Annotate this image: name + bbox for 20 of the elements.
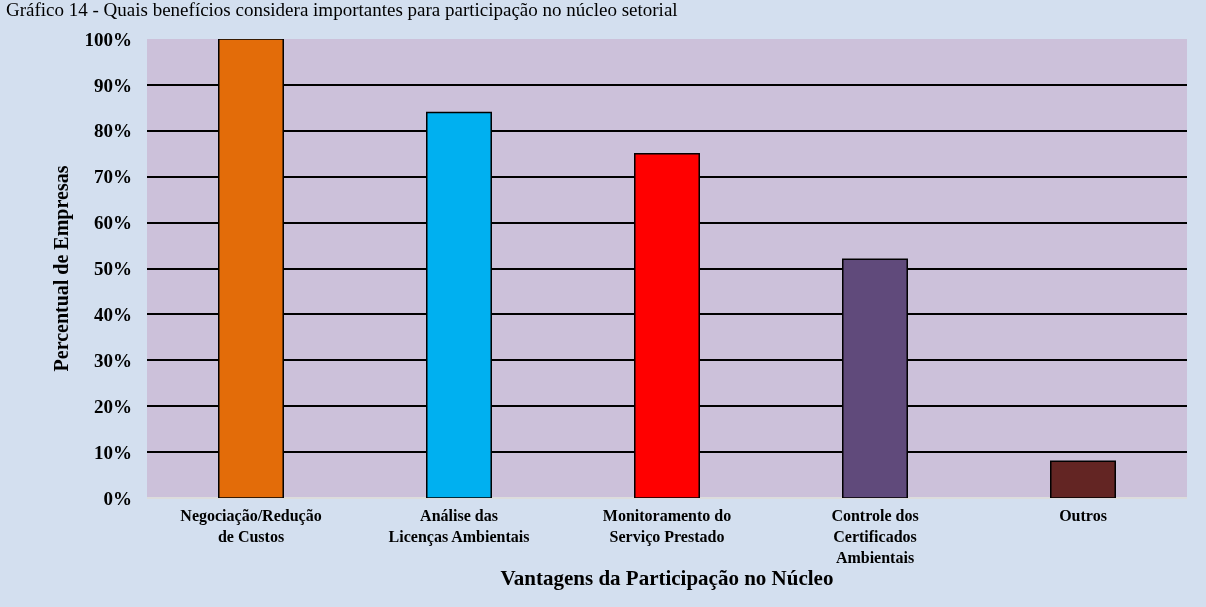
x-tick-label: Controle dos Certificados Ambientais: [831, 507, 919, 566]
y-tick-label: 0%: [103, 487, 132, 509]
y-tick-label: 70%: [94, 166, 132, 188]
y-tick-label: 20%: [94, 395, 132, 417]
y-tick-label: 50%: [94, 258, 132, 280]
bar: [1050, 460, 1116, 498]
x-tick-label: Outros: [1059, 507, 1107, 524]
y-tick-label: 80%: [94, 120, 132, 142]
x-tick-label: Monitoramento do Serviço Prestado: [602, 507, 732, 546]
y-axis-title: Percentual de Empresas: [50, 165, 73, 372]
x-axis-title: Vantagens da Participação no Núcleo: [500, 565, 834, 590]
y-tick-label: 40%: [94, 304, 132, 326]
y-tick-label: 10%: [94, 441, 132, 463]
y-tick-label: 60%: [94, 212, 132, 234]
x-tick-label: Análise das Licenças Ambientais: [388, 507, 530, 546]
y-tick-label: 30%: [94, 349, 132, 371]
y-tick-label: 90%: [94, 74, 132, 96]
chart-title: Gráfico 14 - Quais benefícios considera importantes para participação no núcleo setorial: [6, 0, 678, 21]
x-tick-label: Negociação/Redução de Custos: [180, 507, 322, 545]
y-tick-label: 100%: [84, 28, 132, 50]
